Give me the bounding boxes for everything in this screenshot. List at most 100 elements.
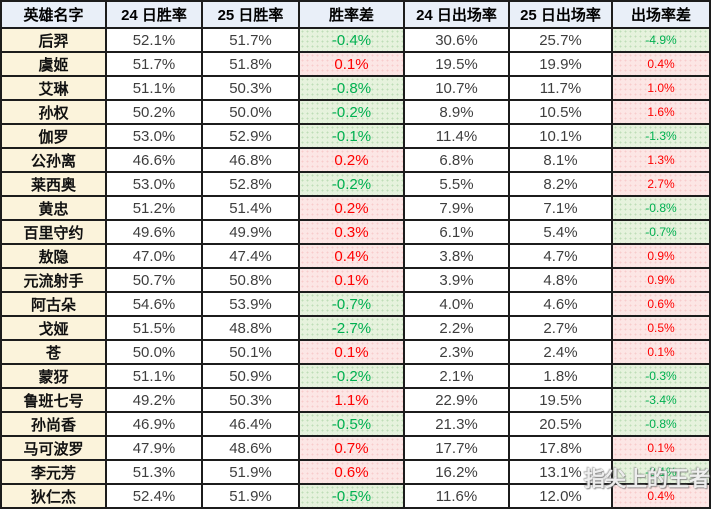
- win-rate-25: 51.9%: [203, 485, 300, 507]
- play-rate-25: 13.1%: [510, 461, 613, 485]
- win-rate-diff: -0.2%: [300, 101, 405, 125]
- play-rate-diff: -0.8%: [613, 197, 709, 221]
- hero-name: 李元芳: [2, 461, 107, 485]
- column-header-play-rate-diff: 出场率差: [613, 2, 709, 29]
- hero-name: 孙权: [2, 101, 107, 125]
- win-rate-25: 52.8%: [203, 173, 300, 197]
- win-rate-25: 51.7%: [203, 29, 300, 53]
- win-rate-25: 50.9%: [203, 365, 300, 389]
- play-rate-diff: -1.3%: [613, 125, 709, 149]
- play-rate-25: 2.7%: [510, 317, 613, 341]
- hero-name: 公孙离: [2, 149, 107, 173]
- play-rate-24: 10.7%: [405, 77, 510, 101]
- play-rate-diff: -3.4%: [613, 389, 709, 413]
- hero-name: 虞姬: [2, 53, 107, 77]
- play-rate-25: 20.5%: [510, 413, 613, 437]
- win-rate-24: 51.5%: [107, 317, 203, 341]
- play-rate-diff: 0.1%: [613, 341, 709, 365]
- win-rate-diff: 0.3%: [300, 221, 405, 245]
- win-rate-diff: 0.1%: [300, 341, 405, 365]
- hero-name: 蒙犽: [2, 365, 107, 389]
- play-rate-25: 10.1%: [510, 125, 613, 149]
- play-rate-diff: 2.7%: [613, 173, 709, 197]
- column-header-win-rate-25: 25 日胜率: [203, 2, 300, 29]
- win-rate-25: 48.6%: [203, 437, 300, 461]
- win-rate-diff: -0.5%: [300, 413, 405, 437]
- win-rate-diff: 0.1%: [300, 269, 405, 293]
- play-rate-25: 25.7%: [510, 29, 613, 53]
- win-rate-diff: 0.4%: [300, 245, 405, 269]
- win-rate-diff: 0.2%: [300, 197, 405, 221]
- win-rate-24: 50.7%: [107, 269, 203, 293]
- play-rate-24: 2.3%: [405, 341, 510, 365]
- play-rate-diff: 1.0%: [613, 77, 709, 101]
- play-rate-24: 11.6%: [405, 485, 510, 507]
- hero-name: 莱西奥: [2, 173, 107, 197]
- win-rate-diff: 0.1%: [300, 53, 405, 77]
- play-rate-25: 4.7%: [510, 245, 613, 269]
- hero-name: 苍: [2, 341, 107, 365]
- hero-name: 孙尚香: [2, 413, 107, 437]
- play-rate-diff: -0.7%: [613, 221, 709, 245]
- play-rate-25: 2.4%: [510, 341, 613, 365]
- column-header-win-rate-diff: 胜率差: [300, 2, 405, 29]
- play-rate-24: 17.7%: [405, 437, 510, 461]
- win-rate-25: 50.3%: [203, 389, 300, 413]
- win-rate-25: 52.9%: [203, 125, 300, 149]
- win-rate-diff: -2.7%: [300, 317, 405, 341]
- play-rate-24: 6.8%: [405, 149, 510, 173]
- hero-name: 艾琳: [2, 77, 107, 101]
- play-rate-25: 19.5%: [510, 389, 613, 413]
- win-rate-25: 49.9%: [203, 221, 300, 245]
- win-rate-25: 50.0%: [203, 101, 300, 125]
- hero-name: 狄仁杰: [2, 485, 107, 507]
- win-rate-24: 50.2%: [107, 101, 203, 125]
- play-rate-24: 30.6%: [405, 29, 510, 53]
- win-rate-24: 52.4%: [107, 485, 203, 507]
- play-rate-diff: 0.5%: [613, 317, 709, 341]
- win-rate-24: 51.2%: [107, 197, 203, 221]
- play-rate-25: 4.8%: [510, 269, 613, 293]
- win-rate-25: 50.1%: [203, 341, 300, 365]
- column-header-play-rate-24: 24 日出场率: [405, 2, 510, 29]
- play-rate-diff: -4.9%: [613, 29, 709, 53]
- win-rate-24: 46.6%: [107, 149, 203, 173]
- win-rate-diff: 0.2%: [300, 149, 405, 173]
- play-rate-25: 5.4%: [510, 221, 613, 245]
- win-rate-25: 50.8%: [203, 269, 300, 293]
- win-rate-24: 50.0%: [107, 341, 203, 365]
- win-rate-24: 52.1%: [107, 29, 203, 53]
- play-rate-24: 7.9%: [405, 197, 510, 221]
- play-rate-25: 8.2%: [510, 173, 613, 197]
- win-rate-24: 51.1%: [107, 77, 203, 101]
- play-rate-24: 16.2%: [405, 461, 510, 485]
- play-rate-24: 11.4%: [405, 125, 510, 149]
- column-header-play-rate-25: 25 日出场率: [510, 2, 613, 29]
- hero-name: 百里守约: [2, 221, 107, 245]
- win-rate-24: 49.2%: [107, 389, 203, 413]
- play-rate-25: 4.6%: [510, 293, 613, 317]
- win-rate-24: 53.0%: [107, 125, 203, 149]
- win-rate-24: 47.0%: [107, 245, 203, 269]
- win-rate-diff: -0.2%: [300, 173, 405, 197]
- play-rate-diff: 0.4%: [613, 485, 709, 507]
- play-rate-diff: 0.9%: [613, 245, 709, 269]
- play-rate-25: 17.8%: [510, 437, 613, 461]
- win-rate-25: 51.9%: [203, 461, 300, 485]
- win-rate-24: 49.6%: [107, 221, 203, 245]
- hero-name: 鲁班七号: [2, 389, 107, 413]
- hero-name: 敖隐: [2, 245, 107, 269]
- play-rate-diff: 0.1%: [613, 437, 709, 461]
- column-header-win-rate-24: 24 日胜率: [107, 2, 203, 29]
- play-rate-25: 12.0%: [510, 485, 613, 507]
- play-rate-24: 21.3%: [405, 413, 510, 437]
- hero-name: 阿古朵: [2, 293, 107, 317]
- play-rate-diff: 0.6%: [613, 293, 709, 317]
- column-header-hero-name: 英雄名字: [2, 2, 107, 29]
- win-rate-24: 51.1%: [107, 365, 203, 389]
- play-rate-diff: 1.6%: [613, 101, 709, 125]
- win-rate-diff: -0.4%: [300, 29, 405, 53]
- play-rate-25: 19.9%: [510, 53, 613, 77]
- hero-name: 戈娅: [2, 317, 107, 341]
